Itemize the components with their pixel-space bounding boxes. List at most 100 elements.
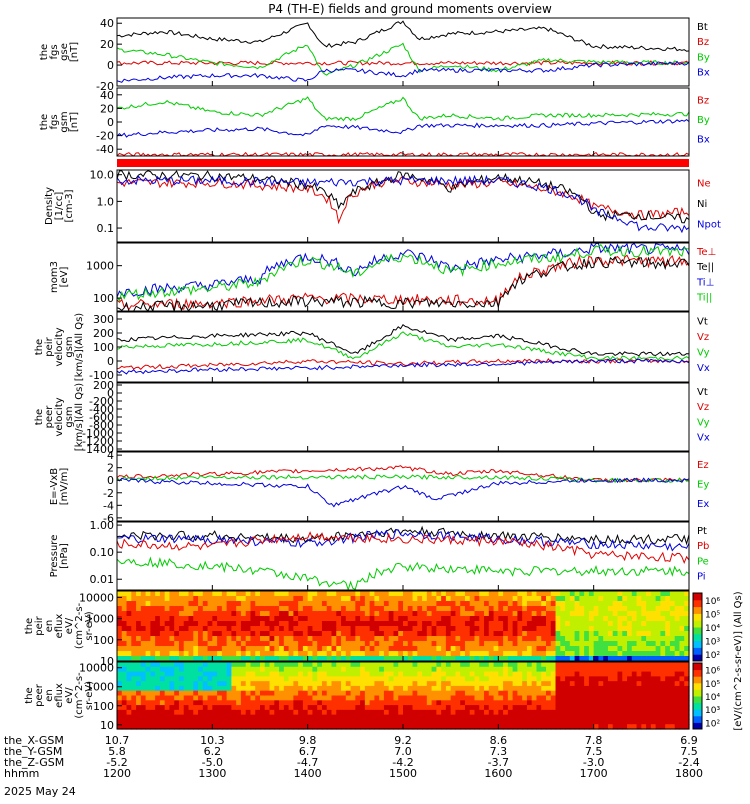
spectrogram-cell	[288, 646, 294, 652]
spectrogram-cell	[669, 591, 676, 597]
spectrogram-cell	[403, 621, 409, 627]
spectrogram-cell	[283, 695, 290, 701]
spectrogram-cell	[260, 700, 266, 706]
spectrogram-cell	[255, 596, 261, 602]
spectrogram-cell	[422, 616, 428, 622]
spectrogram-cell	[603, 671, 609, 677]
spectrogram-cell	[345, 596, 352, 602]
spectrogram-cell	[317, 621, 323, 627]
spectrogram-cell	[403, 709, 409, 716]
spectrogram-cell	[498, 724, 504, 730]
spectrogram-cell	[221, 690, 228, 697]
spectrogram-cell	[379, 681, 385, 687]
spectrogram-cell	[441, 676, 447, 682]
spectrogram-cell	[541, 666, 547, 673]
spectrogram-cell	[178, 626, 185, 632]
spectrogram-cell	[460, 601, 466, 607]
spectrogram-cell	[345, 705, 352, 711]
spectrogram-cell	[374, 676, 380, 682]
spectrogram-cell	[526, 611, 533, 617]
spectrogram-cell	[226, 719, 232, 725]
spectrogram-cell	[293, 666, 299, 673]
spectrogram-cell	[674, 636, 681, 642]
spectrogram-cell	[422, 591, 428, 597]
spectrogram-cell	[302, 700, 309, 706]
spectrogram-cell	[383, 636, 390, 642]
spectrogram-cell	[584, 676, 590, 682]
spectrogram-cell	[403, 681, 409, 687]
spectrogram-cell	[202, 671, 209, 677]
spectrogram-cell	[684, 695, 690, 701]
spectrogram-cell	[593, 724, 600, 730]
spectrogram-cell	[231, 611, 237, 617]
spectrogram-cell	[341, 690, 347, 697]
spectrogram-cell	[369, 690, 375, 697]
spectrogram-cell	[250, 626, 256, 632]
spectrogram-cell	[503, 676, 509, 682]
spectrogram-cell	[221, 631, 228, 637]
spectrogram-cell	[178, 611, 185, 617]
spectrogram-cell	[464, 676, 471, 682]
spectrogram-cell	[217, 662, 223, 668]
spectrogram-cell	[598, 666, 604, 673]
spectrogram-cell	[569, 685, 576, 692]
spectrogram-cell	[588, 724, 595, 730]
spectrogram-cell	[169, 601, 175, 607]
spectrogram-cell	[617, 611, 623, 617]
spectrogram-cell	[345, 676, 352, 682]
spectrogram-cell	[174, 591, 180, 597]
spectrogram-cell	[155, 695, 161, 701]
spectrogram-cell	[379, 601, 385, 607]
spectrogram-cell	[145, 695, 151, 701]
spectrogram-cell	[198, 636, 204, 642]
spectrogram-cell	[388, 591, 395, 597]
spectrogram-cell	[507, 641, 514, 647]
spectrogram-cell	[517, 646, 523, 652]
spectrogram-cell	[159, 626, 166, 632]
spectrogram-cell	[412, 676, 418, 682]
spectrogram-cell	[260, 591, 266, 597]
spectrogram-cell	[293, 606, 299, 612]
spectrogram-cell	[569, 646, 576, 652]
spectrogram-cell	[350, 709, 356, 716]
spectrogram-cell	[422, 646, 428, 652]
spectrogram-cell	[364, 666, 371, 673]
spectrogram-cell	[188, 700, 194, 706]
spectrogram-cell	[507, 709, 514, 716]
orbit-z-value: -3.7	[488, 756, 509, 769]
spectrogram-cell	[250, 714, 256, 721]
spectrogram-cell	[431, 690, 437, 697]
spectrogram-cell	[445, 641, 452, 647]
spectrogram-cell	[355, 705, 361, 711]
spectrogram-cell	[484, 662, 490, 668]
spectrogram-cell	[159, 596, 166, 602]
spectrogram-cell	[317, 611, 323, 617]
spectrogram-cell	[622, 705, 628, 711]
spectrogram-cell	[117, 685, 123, 692]
spectrogram-cell	[150, 591, 156, 597]
spectrogram-cell	[240, 662, 247, 668]
spectrogram-cell	[474, 700, 480, 706]
y-axis-label: Density[1/cc][cm-3]	[44, 187, 75, 225]
spectrogram-cell	[136, 685, 142, 692]
spectrogram-cell	[136, 591, 142, 597]
spectrogram-cell	[464, 709, 471, 716]
y-tick-label: -6	[103, 512, 114, 525]
spectrogram-cell	[622, 606, 628, 612]
spectrogram-cell	[393, 700, 399, 706]
spectrogram-cell	[236, 601, 242, 607]
spectrogram-cell	[474, 662, 480, 668]
spectrogram-cell	[269, 690, 275, 697]
spectrogram-cell	[607, 621, 614, 627]
spectrogram-cell	[536, 700, 542, 706]
spectrogram-cell	[326, 641, 333, 647]
spectrogram-cell	[207, 685, 213, 692]
spectrogram-cell	[369, 641, 375, 647]
spectrogram-cell	[379, 636, 385, 642]
spectrogram-cell	[283, 714, 290, 721]
spectrogram-cell	[169, 646, 175, 652]
spectrogram-cell	[298, 700, 304, 706]
spectrogram-cell	[579, 662, 585, 668]
spectrogram-cell	[240, 695, 247, 701]
spectrogram-cell	[512, 676, 518, 682]
